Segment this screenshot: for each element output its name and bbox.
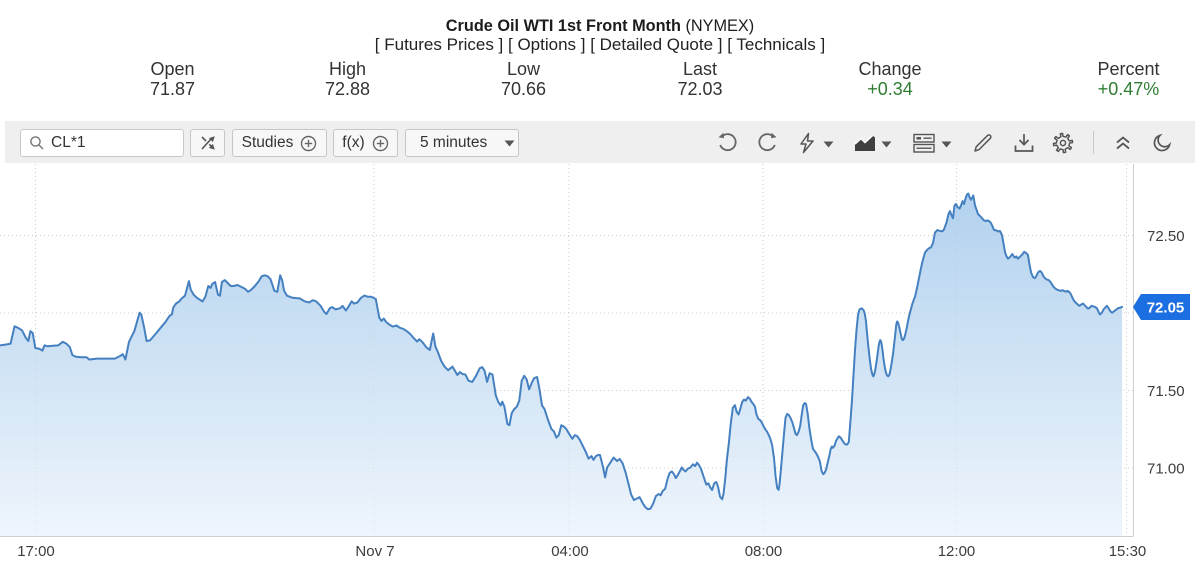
- svg-text:15:30: 15:30: [1109, 543, 1147, 560]
- svg-text:72.50: 72.50: [1147, 228, 1185, 245]
- svg-text:71.50: 71.50: [1147, 383, 1185, 400]
- svg-text:04:00: 04:00: [551, 543, 589, 560]
- svg-text:71.00: 71.00: [1147, 460, 1185, 477]
- svg-text:72.05: 72.05: [1147, 299, 1185, 316]
- svg-text:Nov 7: Nov 7: [355, 543, 394, 560]
- svg-text:12:00: 12:00: [938, 543, 976, 560]
- svg-text:08:00: 08:00: [745, 543, 783, 560]
- svg-text:17:00: 17:00: [17, 543, 55, 560]
